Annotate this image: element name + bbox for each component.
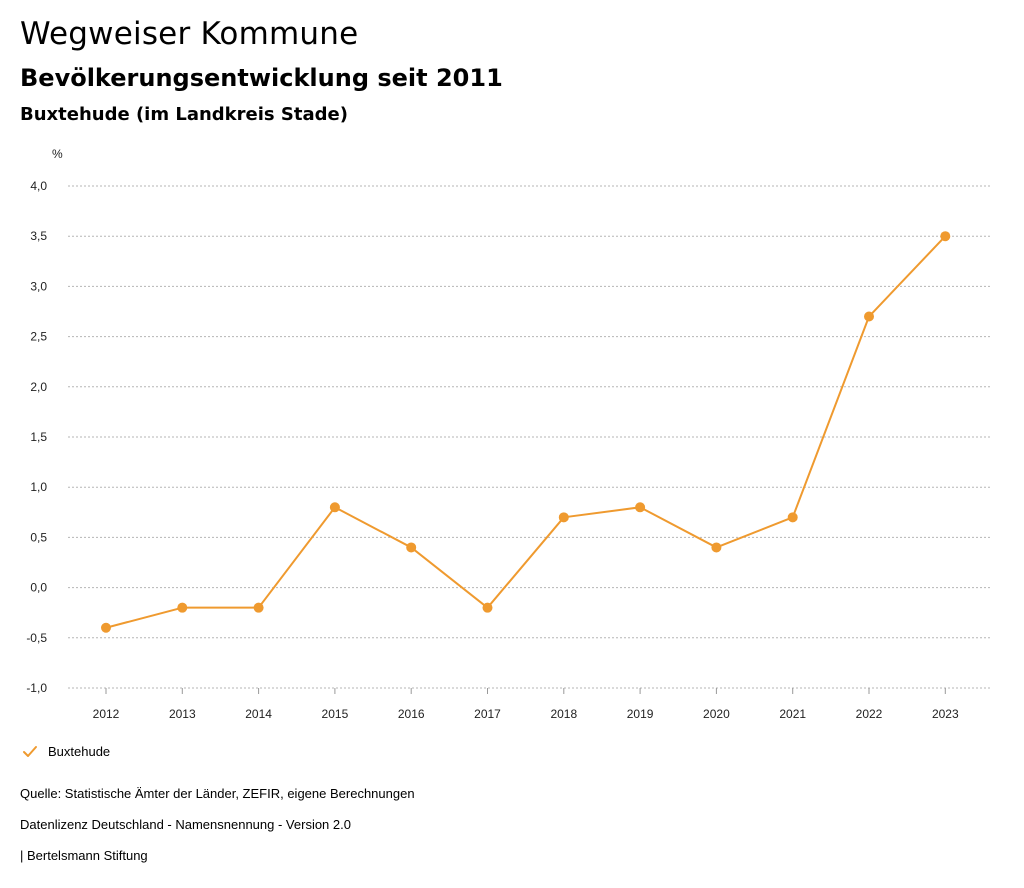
y-tick-label: 1,0 (30, 480, 47, 494)
data-point[interactable] (864, 311, 874, 322)
series-line-buxtehude (105, 235, 947, 629)
data-point[interactable] (177, 602, 188, 613)
source-note: Quelle: Statistische Ämter der Länder, Z… (20, 786, 415, 801)
series-group (101, 231, 951, 633)
data-point[interactable] (787, 512, 798, 523)
page-title: Wegweiser Kommune (20, 16, 359, 52)
x-tick-label: 2013 (169, 707, 196, 721)
y-tick-label: 1,5 (30, 430, 47, 444)
y-tick-label: 2,0 (30, 380, 47, 394)
data-point[interactable] (482, 602, 493, 613)
license-note: Datenlizenz Deutschland - Namensnennung … (20, 817, 351, 832)
legend-item-buxtehude[interactable]: Buxtehude (22, 744, 110, 759)
y-tick-label: -0,5 (26, 631, 47, 645)
data-point[interactable] (940, 231, 951, 242)
data-point[interactable] (635, 502, 646, 513)
y-tick-label: 0,0 (30, 581, 47, 595)
x-tick-label: 2020 (703, 707, 730, 721)
x-tick-label: 2014 (245, 707, 272, 721)
y-tick-label: 3,0 (30, 279, 47, 293)
x-axis-ticks: 2012 2013 2014 2015 2016 2017 2018 2019 2020 2021… (93, 688, 959, 721)
x-tick-label: 2018 (550, 707, 577, 721)
data-point[interactable] (406, 542, 417, 553)
data-point[interactable] (558, 512, 569, 523)
x-tick-label: 2023 (932, 707, 959, 721)
region-label: Buxtehude (im Landkreis Stade) (20, 104, 348, 125)
x-tick-label: 2016 (398, 707, 425, 721)
y-tick-label: 3,5 (30, 229, 47, 243)
data-point[interactable] (253, 602, 264, 613)
grid-lines (68, 185, 990, 689)
legend-label: Buxtehude (48, 744, 111, 759)
x-tick-label: 2021 (779, 707, 806, 721)
x-tick-label: 2022 (856, 707, 883, 721)
line-chart: % -1,0 -0,5 0,0 0,5 1,0 1,5 2,0 2,5 3,0 3,5 4,0 20… (26, 147, 990, 721)
publisher-note: | Bertelsmann Stiftung (20, 848, 148, 863)
x-tick-label: 2017 (474, 707, 501, 721)
y-tick-label: 2,5 (30, 330, 47, 344)
data-point[interactable] (329, 502, 340, 513)
y-tick-label: 0,5 (30, 530, 47, 544)
x-tick-label: 2019 (627, 707, 654, 721)
check-icon (23, 745, 37, 757)
data-point[interactable] (101, 622, 111, 633)
y-axis-ticks: -1,0 -0,5 0,0 0,5 1,0 1,5 2,0 2,5 3,0 3,5 4,0 (26, 179, 47, 695)
y-tick-label: -1,0 (26, 681, 47, 695)
y-tick-label: 4,0 (30, 179, 47, 193)
y-axis-unit-label: % (52, 147, 63, 161)
data-point[interactable] (711, 542, 722, 553)
x-tick-label: 2012 (93, 707, 120, 721)
chart-subtitle: Bevölkerungsentwicklung seit 2011 (20, 64, 503, 92)
x-tick-label: 2015 (322, 707, 349, 721)
